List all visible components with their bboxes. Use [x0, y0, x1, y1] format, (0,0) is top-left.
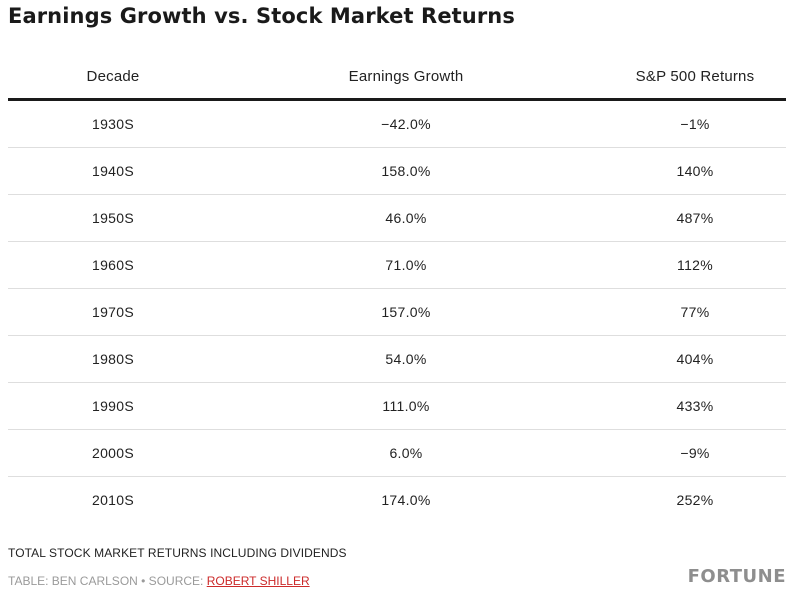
decade-cell: 1970S	[8, 288, 228, 336]
sp500-returns-cell: 487%	[564, 194, 786, 242]
decade-cell: 2000S	[8, 429, 228, 477]
source-link[interactable]: ROBERT SHILLER	[206, 574, 310, 588]
sp500-returns-cell: 77%	[564, 288, 786, 336]
earnings-growth-cell: 111.0%	[228, 382, 564, 430]
table-row: 1940S 158.0% 140%	[8, 147, 786, 195]
earnings-growth-cell: 71.0%	[228, 241, 564, 289]
earnings-growth-cell: 157.0%	[228, 288, 564, 336]
data-table: Decade Earnings Growth S&P 500 Returns 1…	[8, 54, 786, 523]
table-row: 2000S 6.0% −9%	[8, 429, 786, 477]
column-header-earnings-growth: Earnings Growth	[228, 54, 564, 101]
sp500-returns-cell: 433%	[564, 382, 786, 430]
table-row: 1990S 111.0% 433%	[8, 382, 786, 430]
column-header-decade: Decade	[8, 54, 228, 101]
earnings-growth-cell: 174.0%	[381, 492, 431, 508]
decade-cell: 1950S	[8, 194, 228, 242]
page-title: Earnings Growth vs. Stock Market Returns	[8, 4, 515, 28]
decade-cell: 1980S	[8, 335, 228, 383]
earnings-growth-cell: 6.0%	[228, 429, 564, 477]
table-row: 1960S 71.0% 112%	[8, 241, 786, 289]
earnings-growth-cell: −42.0%	[228, 99, 564, 148]
credit-prefix: TABLE: BEN CARLSON • SOURCE:	[8, 574, 207, 588]
earnings-growth-cell: 158.0%	[228, 147, 564, 195]
table-row: 1950S 46.0% 487%	[8, 194, 786, 242]
table-row: 1970S 157.0% 77%	[8, 288, 786, 336]
table-header-row: Decade Earnings Growth S&P 500 Returns	[8, 54, 786, 101]
credit-line: TABLE: BEN CARLSON • SOURCE: ROBERT SHIL…	[8, 574, 310, 588]
sp500-returns-cell: 252%	[676, 492, 714, 508]
decade-cell: 1960S	[8, 241, 228, 289]
sp500-returns-cell: 112%	[564, 241, 786, 289]
table-row: 1980S 54.0% 404%	[8, 335, 786, 383]
sp500-returns-cell: −9%	[564, 429, 786, 477]
table-body: 1930S −42.0% −1% 1940S 158.0% 140% 1950S 46.0% 4…	[8, 99, 786, 524]
table-row: 2010S 174.0% 252%	[8, 477, 786, 524]
decade-cell: 2010S	[92, 492, 134, 508]
sp500-returns-cell: 404%	[564, 335, 786, 383]
decade-cell: 1930S	[8, 99, 228, 148]
sp500-returns-cell: 140%	[564, 147, 786, 195]
decade-cell: 1940S	[8, 147, 228, 195]
earnings-growth-cell: 46.0%	[228, 194, 564, 242]
table-row: 1930S −42.0% −1%	[8, 99, 786, 148]
column-header-sp500-returns: S&P 500 Returns	[564, 54, 786, 101]
fortune-logo: FORTUNE	[687, 566, 786, 587]
decade-cell: 1990S	[8, 382, 228, 430]
sp500-returns-cell: −1%	[564, 99, 786, 148]
earnings-growth-cell: 54.0%	[228, 335, 564, 383]
footnote: TOTAL STOCK MARKET RETURNS INCLUDING DIV…	[8, 546, 347, 560]
